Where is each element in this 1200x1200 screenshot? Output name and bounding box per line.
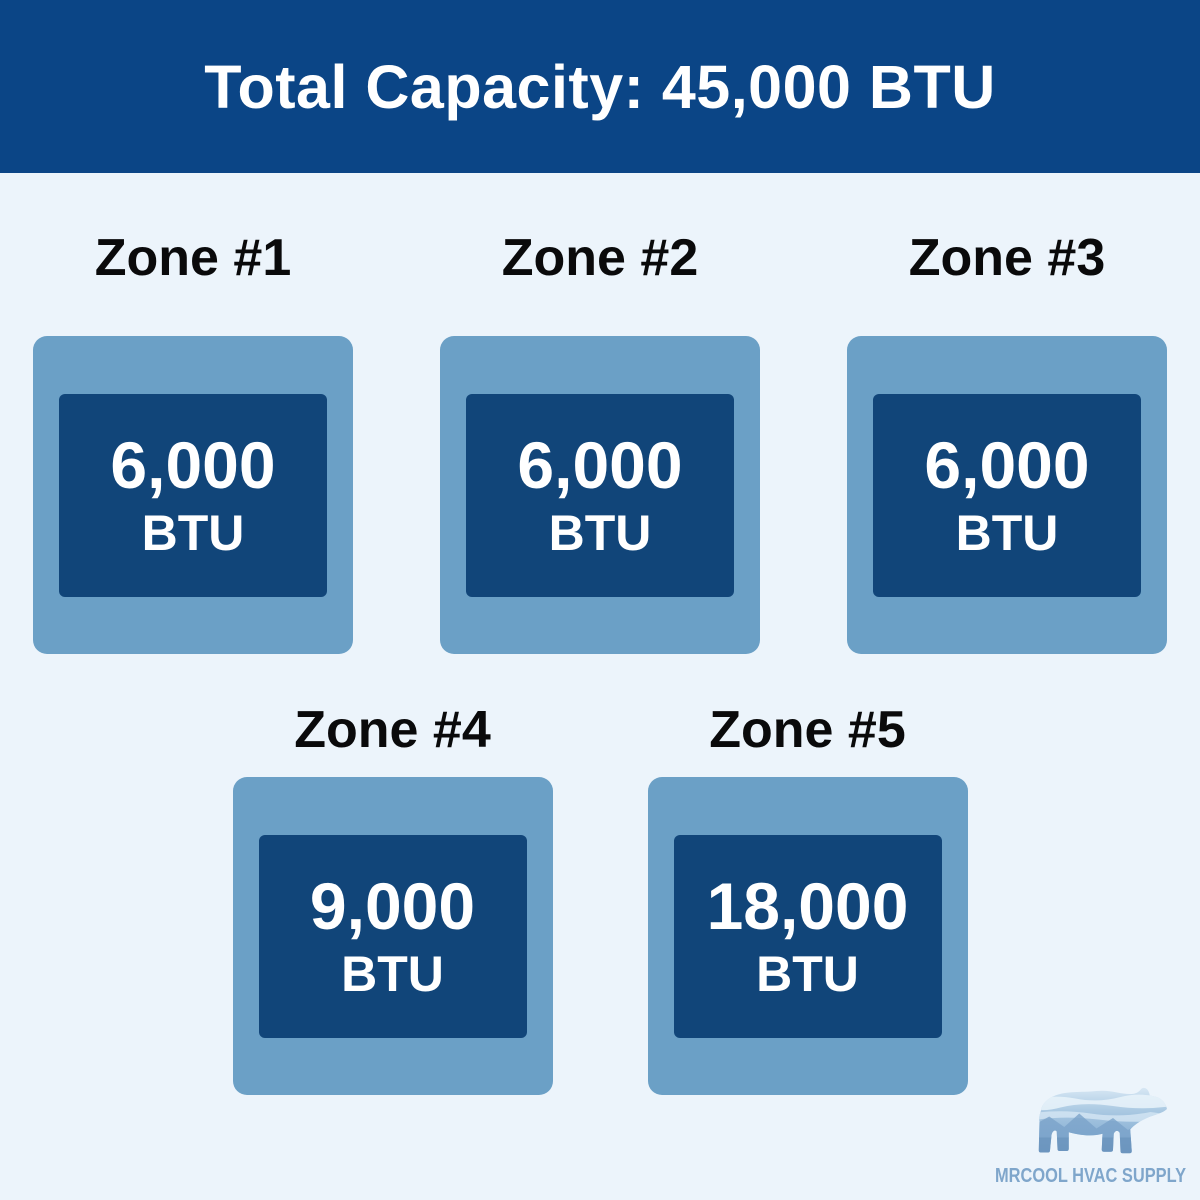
zone-2-card: 6,000 BTU — [440, 336, 760, 654]
zone-4-card: 9,000 BTU — [232, 777, 553, 1095]
zone-2-capacity-value: 6,000 — [517, 428, 683, 502]
zone-3-card: 6,000 BTU — [847, 336, 1167, 654]
zone-4: Zone #4 9,000 BTU — [232, 701, 553, 1095]
zone-4-capacity-value: 9,000 — [309, 869, 476, 943]
zone-5-capacity-unit: BTU — [756, 946, 859, 1002]
zone-row-bottom: Zone #4 9,000 BTU Zone #5 18,000 BTU — [0, 654, 1200, 1095]
zone-2-capacity-panel: 6,000 BTU — [466, 393, 734, 597]
zone-5-capacity-value: 18,000 — [706, 869, 909, 943]
zone-2: Zone #2 6,000 BTU — [440, 232, 760, 654]
zone-1-label: Zone #1 — [94, 229, 292, 287]
zone-1: Zone #1 6,000 BTU — [33, 232, 353, 654]
zone-1-card: 6,000 BTU — [33, 336, 353, 654]
zone-4-capacity-panel: 9,000 BTU — [258, 834, 527, 1038]
polar-bear-icon — [1038, 1087, 1167, 1154]
zone-2-label: Zone #2 — [501, 229, 699, 287]
zone-1-capacity-unit: BTU — [141, 505, 245, 561]
zone-3-capacity-unit: BTU — [955, 505, 1059, 561]
zone-5-capacity-panel: 18,000 BTU — [673, 834, 942, 1038]
zone-2-capacity-unit: BTU — [548, 505, 652, 561]
zone-3-capacity-value: 6,000 — [924, 428, 1090, 502]
zone-5: Zone #5 18,000 BTU — [647, 701, 968, 1095]
zone-1-capacity-panel: 6,000 BTU — [59, 393, 327, 597]
brand-logo-text: MRCOOL HVAC SUPPLY — [994, 1165, 1186, 1187]
zone-5-card: 18,000 BTU — [647, 777, 968, 1095]
zone-4-capacity-unit: BTU — [341, 946, 444, 1002]
zone-row-top: Zone #1 6,000 BTU Zone #2 6,000 BTU Zone… — [0, 173, 1200, 654]
zone-1-capacity-value: 6,000 — [110, 428, 276, 502]
zone-4-label: Zone #4 — [294, 701, 491, 759]
zone-3: Zone #3 6,000 BTU — [847, 232, 1167, 654]
header-banner: Total Capacity: 45,000 BTU — [0, 0, 1200, 173]
zone-3-label: Zone #3 — [908, 229, 1106, 287]
zone-3-capacity-panel: 6,000 BTU — [873, 393, 1141, 597]
page-title: Total Capacity: 45,000 BTU — [204, 52, 996, 121]
zone-5-label: Zone #5 — [709, 701, 906, 759]
brand-logo: MRCOOL HVAC SUPPLY — [994, 1067, 1186, 1188]
